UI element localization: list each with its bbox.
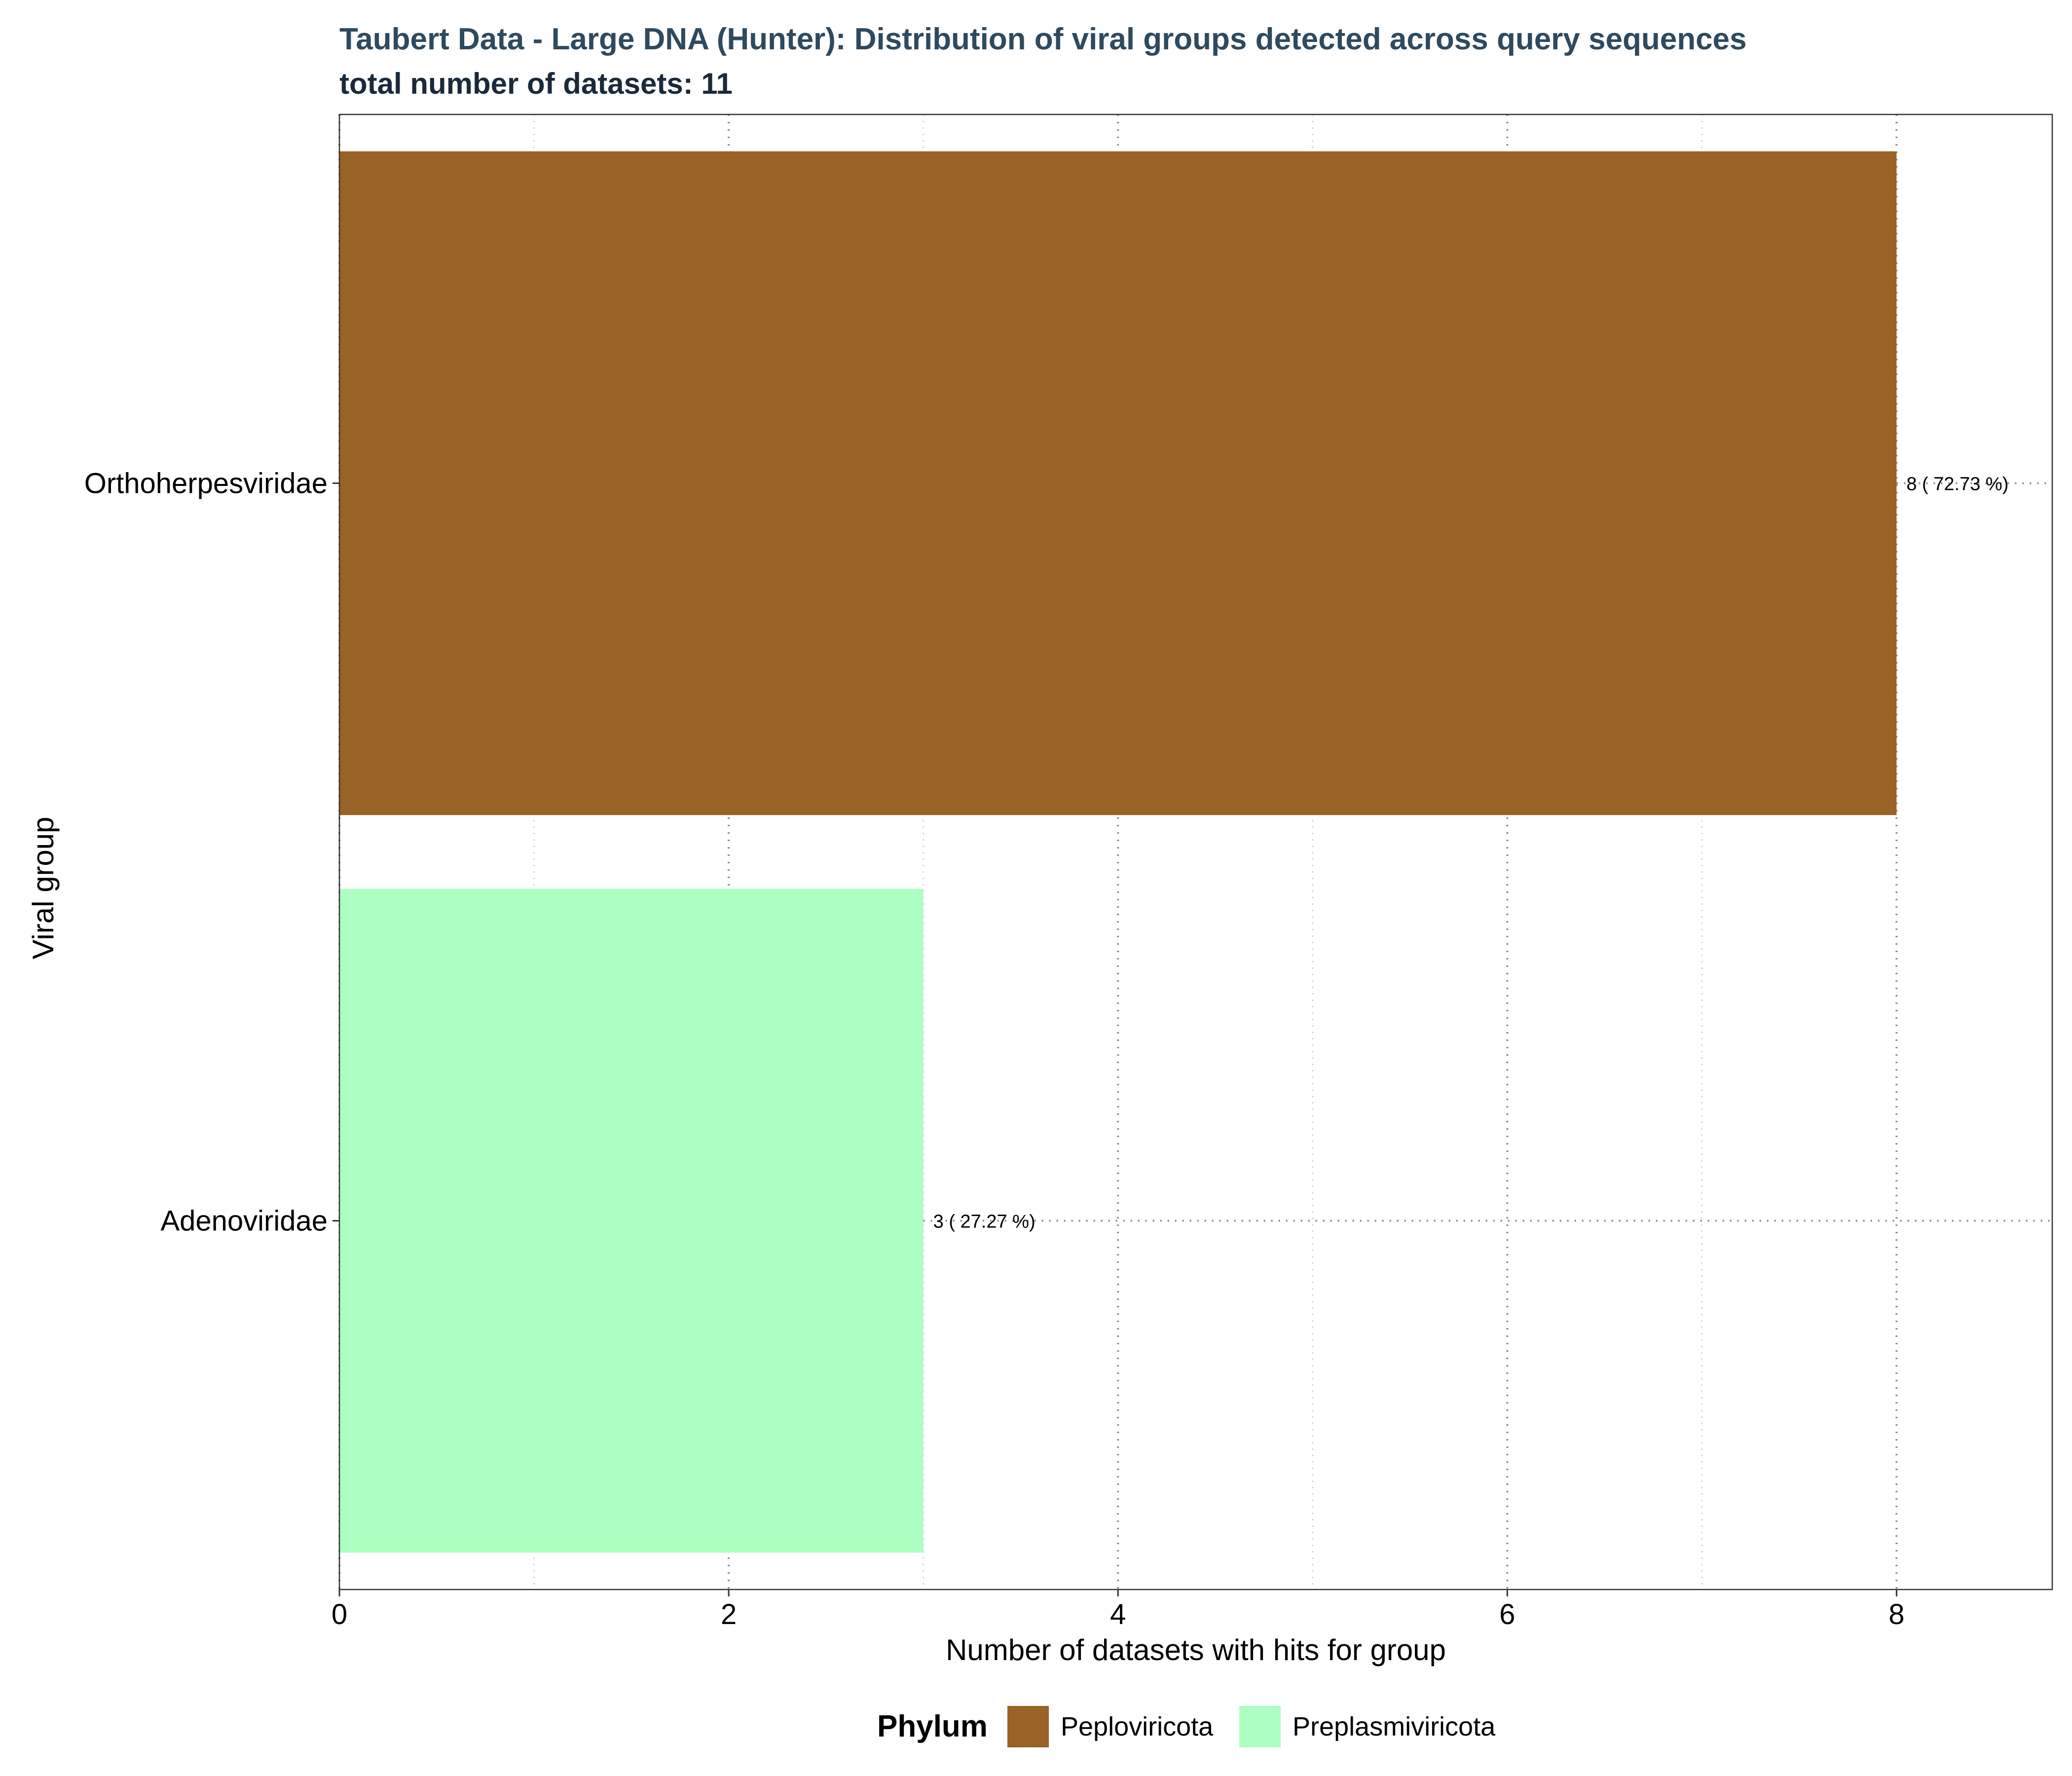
y-axis-label: Viral group [27, 816, 60, 959]
bar-adenoviridae [339, 888, 924, 1553]
x-tick-label: 8 [1888, 1598, 1904, 1630]
label-leader-lines [923, 482, 2052, 1222]
y-tick-label: Orthoherpesviridae [84, 468, 328, 500]
x-tick-label: 4 [1110, 1598, 1126, 1630]
x-tick-label: 6 [1499, 1598, 1515, 1630]
data-label: 8 ( 72.73 %) [1906, 474, 2008, 495]
data-label: 3 ( 27.27 %) [933, 1212, 1036, 1232]
legend-key [1239, 1706, 1281, 1747]
legend-key [1007, 1706, 1049, 1747]
legend: Phylum Peploviricota Preplasmiviricota [877, 1706, 1496, 1747]
data-labels: 3 ( 27.27 %) 8 ( 72.73 %) [933, 474, 2009, 1232]
legend-title: Phylum [877, 1709, 988, 1743]
legend-label: Preplasmiviricota [1293, 1712, 1496, 1741]
x-tick-label: 0 [332, 1598, 347, 1630]
bar-orthoherpesviridae [339, 151, 1897, 815]
legend-label: Peploviricota [1061, 1712, 1214, 1741]
axes: Adenoviridae Orthoherpesviridae 0 2 4 6 8 [84, 468, 1905, 1631]
bars [339, 151, 1897, 1553]
plot-panel-border [338, 113, 2053, 1591]
x-tick-label: 2 [721, 1598, 737, 1630]
y-tick-label: Adenoviridae [160, 1205, 328, 1237]
chart-title: Taubert Data - Large DNA (Hunter): Distr… [339, 22, 1747, 56]
chart-subtitle: total number of datasets: 11 [339, 67, 733, 100]
x-axis-label: Number of datasets with hits for group [946, 1633, 1446, 1666]
